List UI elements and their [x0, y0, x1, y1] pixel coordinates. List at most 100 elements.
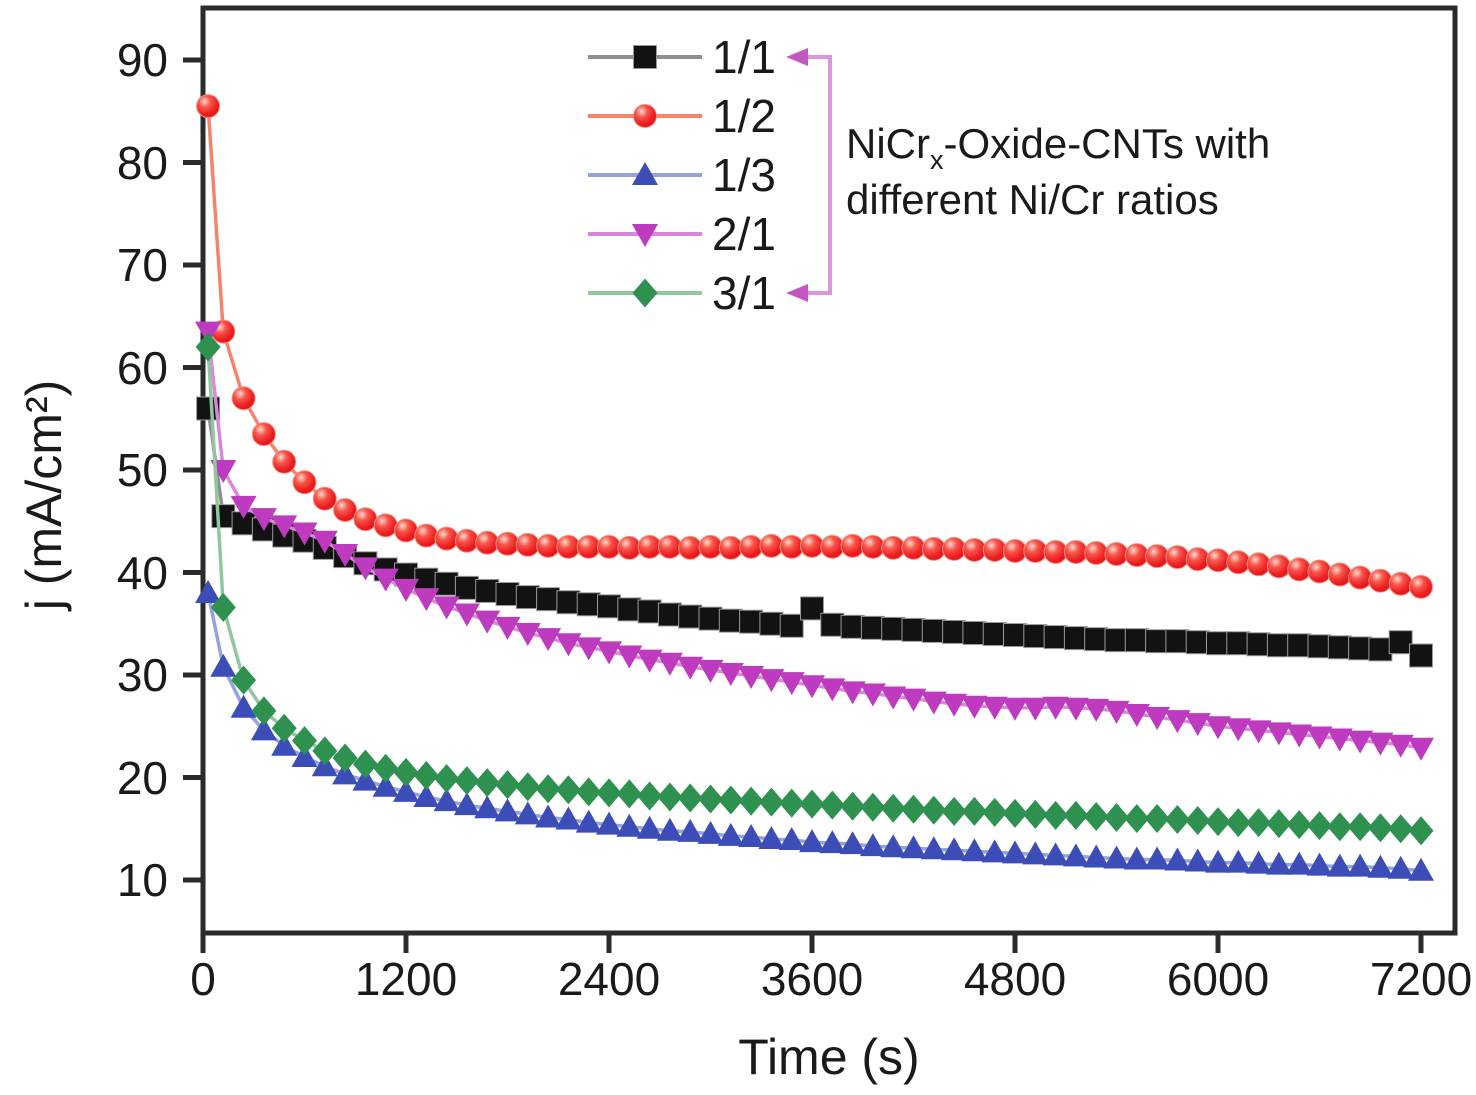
marker-circle: [1165, 545, 1190, 570]
marker-diamond: [596, 778, 622, 808]
marker-triangle-up: [616, 813, 643, 837]
marker-triangle-up: [697, 820, 724, 844]
marker-diamond: [1246, 808, 1272, 838]
marker-triangle-down: [555, 633, 582, 657]
series-1-3: [195, 580, 1434, 881]
marker-circle: [1307, 559, 1332, 584]
marker-triangle-down: [250, 508, 277, 532]
marker-triangle-down: [799, 675, 825, 699]
marker-triangle-up: [677, 818, 704, 842]
marker-triangle-down: [632, 224, 658, 247]
marker-triangle-down: [332, 544, 359, 568]
marker-triangle-down: [1002, 697, 1028, 721]
marker-square: [1368, 637, 1393, 662]
marker-triangle-down: [1205, 716, 1231, 740]
marker-circle: [312, 486, 337, 511]
marker-circle: [556, 534, 581, 559]
marker-circle: [759, 533, 784, 558]
marker-square: [921, 618, 946, 643]
marker-triangle-up: [210, 653, 237, 677]
marker-triangle-down: [758, 669, 785, 693]
marker-circle: [536, 533, 561, 558]
marker-circle: [1084, 541, 1109, 566]
marker-triangle-up: [920, 836, 947, 860]
marker-diamond: [312, 736, 338, 766]
marker-circle: [718, 535, 743, 560]
marker-square: [820, 612, 845, 637]
marker-triangle-down: [372, 568, 399, 592]
marker-triangle-down: [880, 686, 907, 710]
marker-diamond: [880, 793, 906, 823]
marker-diamond: [1022, 799, 1048, 829]
marker-triangle-up: [1265, 851, 1292, 875]
marker-circle: [414, 523, 439, 548]
marker-triangle-up: [195, 580, 222, 603]
marker-circle: [617, 535, 642, 560]
marker-triangle-up: [900, 835, 927, 859]
marker-triangle-up: [880, 834, 907, 858]
marker-diamond: [434, 764, 460, 794]
marker-triangle-up: [1184, 848, 1211, 872]
marker-triangle-down: [920, 691, 947, 715]
marker-triangle-up: [535, 804, 562, 828]
marker-triangle-down: [1367, 732, 1394, 756]
marker-circle: [1124, 543, 1149, 568]
marker-triangle-up: [1367, 854, 1394, 878]
marker-triangle-up: [758, 826, 785, 849]
marker-square: [759, 611, 784, 636]
marker-diamond: [1286, 810, 1312, 840]
marker-triangle-up: [413, 783, 440, 807]
marker-circle: [495, 531, 520, 556]
marker-diamond: [1307, 811, 1332, 841]
marker-triangle-down: [1286, 724, 1313, 748]
marker-triangle-down: [1306, 726, 1333, 750]
marker-triangle-up: [514, 801, 541, 825]
marker-triangle-up: [981, 839, 1008, 863]
marker-square: [556, 590, 581, 615]
marker-triangle-up: [717, 822, 744, 846]
marker-triangle-down: [1042, 696, 1069, 720]
marker-triangle-up: [250, 717, 277, 741]
marker-diamond: [474, 768, 500, 798]
marker-triangle-up: [393, 778, 419, 802]
marker-diamond: [698, 784, 723, 814]
marker-circle: [1388, 571, 1413, 596]
marker-circle: [597, 534, 621, 559]
marker-diamond: [632, 278, 658, 308]
marker-triangle-up: [738, 823, 765, 847]
marker-triangle-up: [941, 837, 968, 861]
marker-square: [1287, 633, 1312, 658]
marker-triangle-down: [1225, 718, 1252, 742]
marker-triangle-up: [474, 795, 501, 819]
marker-triangle-up: [271, 732, 298, 756]
marker-diamond: [637, 781, 663, 811]
marker-triangle-down: [1265, 722, 1292, 746]
marker-triangle-down: [1164, 710, 1191, 734]
marker-triangle-up: [1062, 843, 1089, 867]
marker-triangle-down: [941, 693, 968, 717]
marker-diamond: [195, 332, 221, 362]
marker-circle: [637, 534, 662, 559]
marker-triangle-down: [677, 656, 704, 680]
marker-diamond: [921, 795, 947, 825]
marker-circle: [1185, 547, 1210, 572]
marker-circle: [982, 537, 1007, 562]
marker-triangle-up: [1002, 840, 1028, 864]
marker-triangle-down: [859, 683, 886, 707]
marker-circle: [1104, 542, 1129, 567]
marker-triangle-down: [1144, 707, 1171, 731]
marker-triangle-up: [352, 767, 379, 791]
marker-circle: [840, 533, 865, 558]
marker-circle: [1206, 548, 1230, 573]
marker-triangle-down: [575, 637, 602, 661]
marker-diamond: [373, 753, 399, 783]
marker-square: [1023, 624, 1048, 649]
marker-diamond: [758, 787, 784, 817]
marker-triangle-up: [636, 815, 663, 839]
marker-triangle-down: [819, 678, 846, 702]
marker-triangle-up: [1245, 850, 1272, 874]
marker-diamond: [840, 791, 866, 821]
marker-diamond: [1388, 814, 1414, 844]
marker-diamond: [210, 592, 236, 622]
